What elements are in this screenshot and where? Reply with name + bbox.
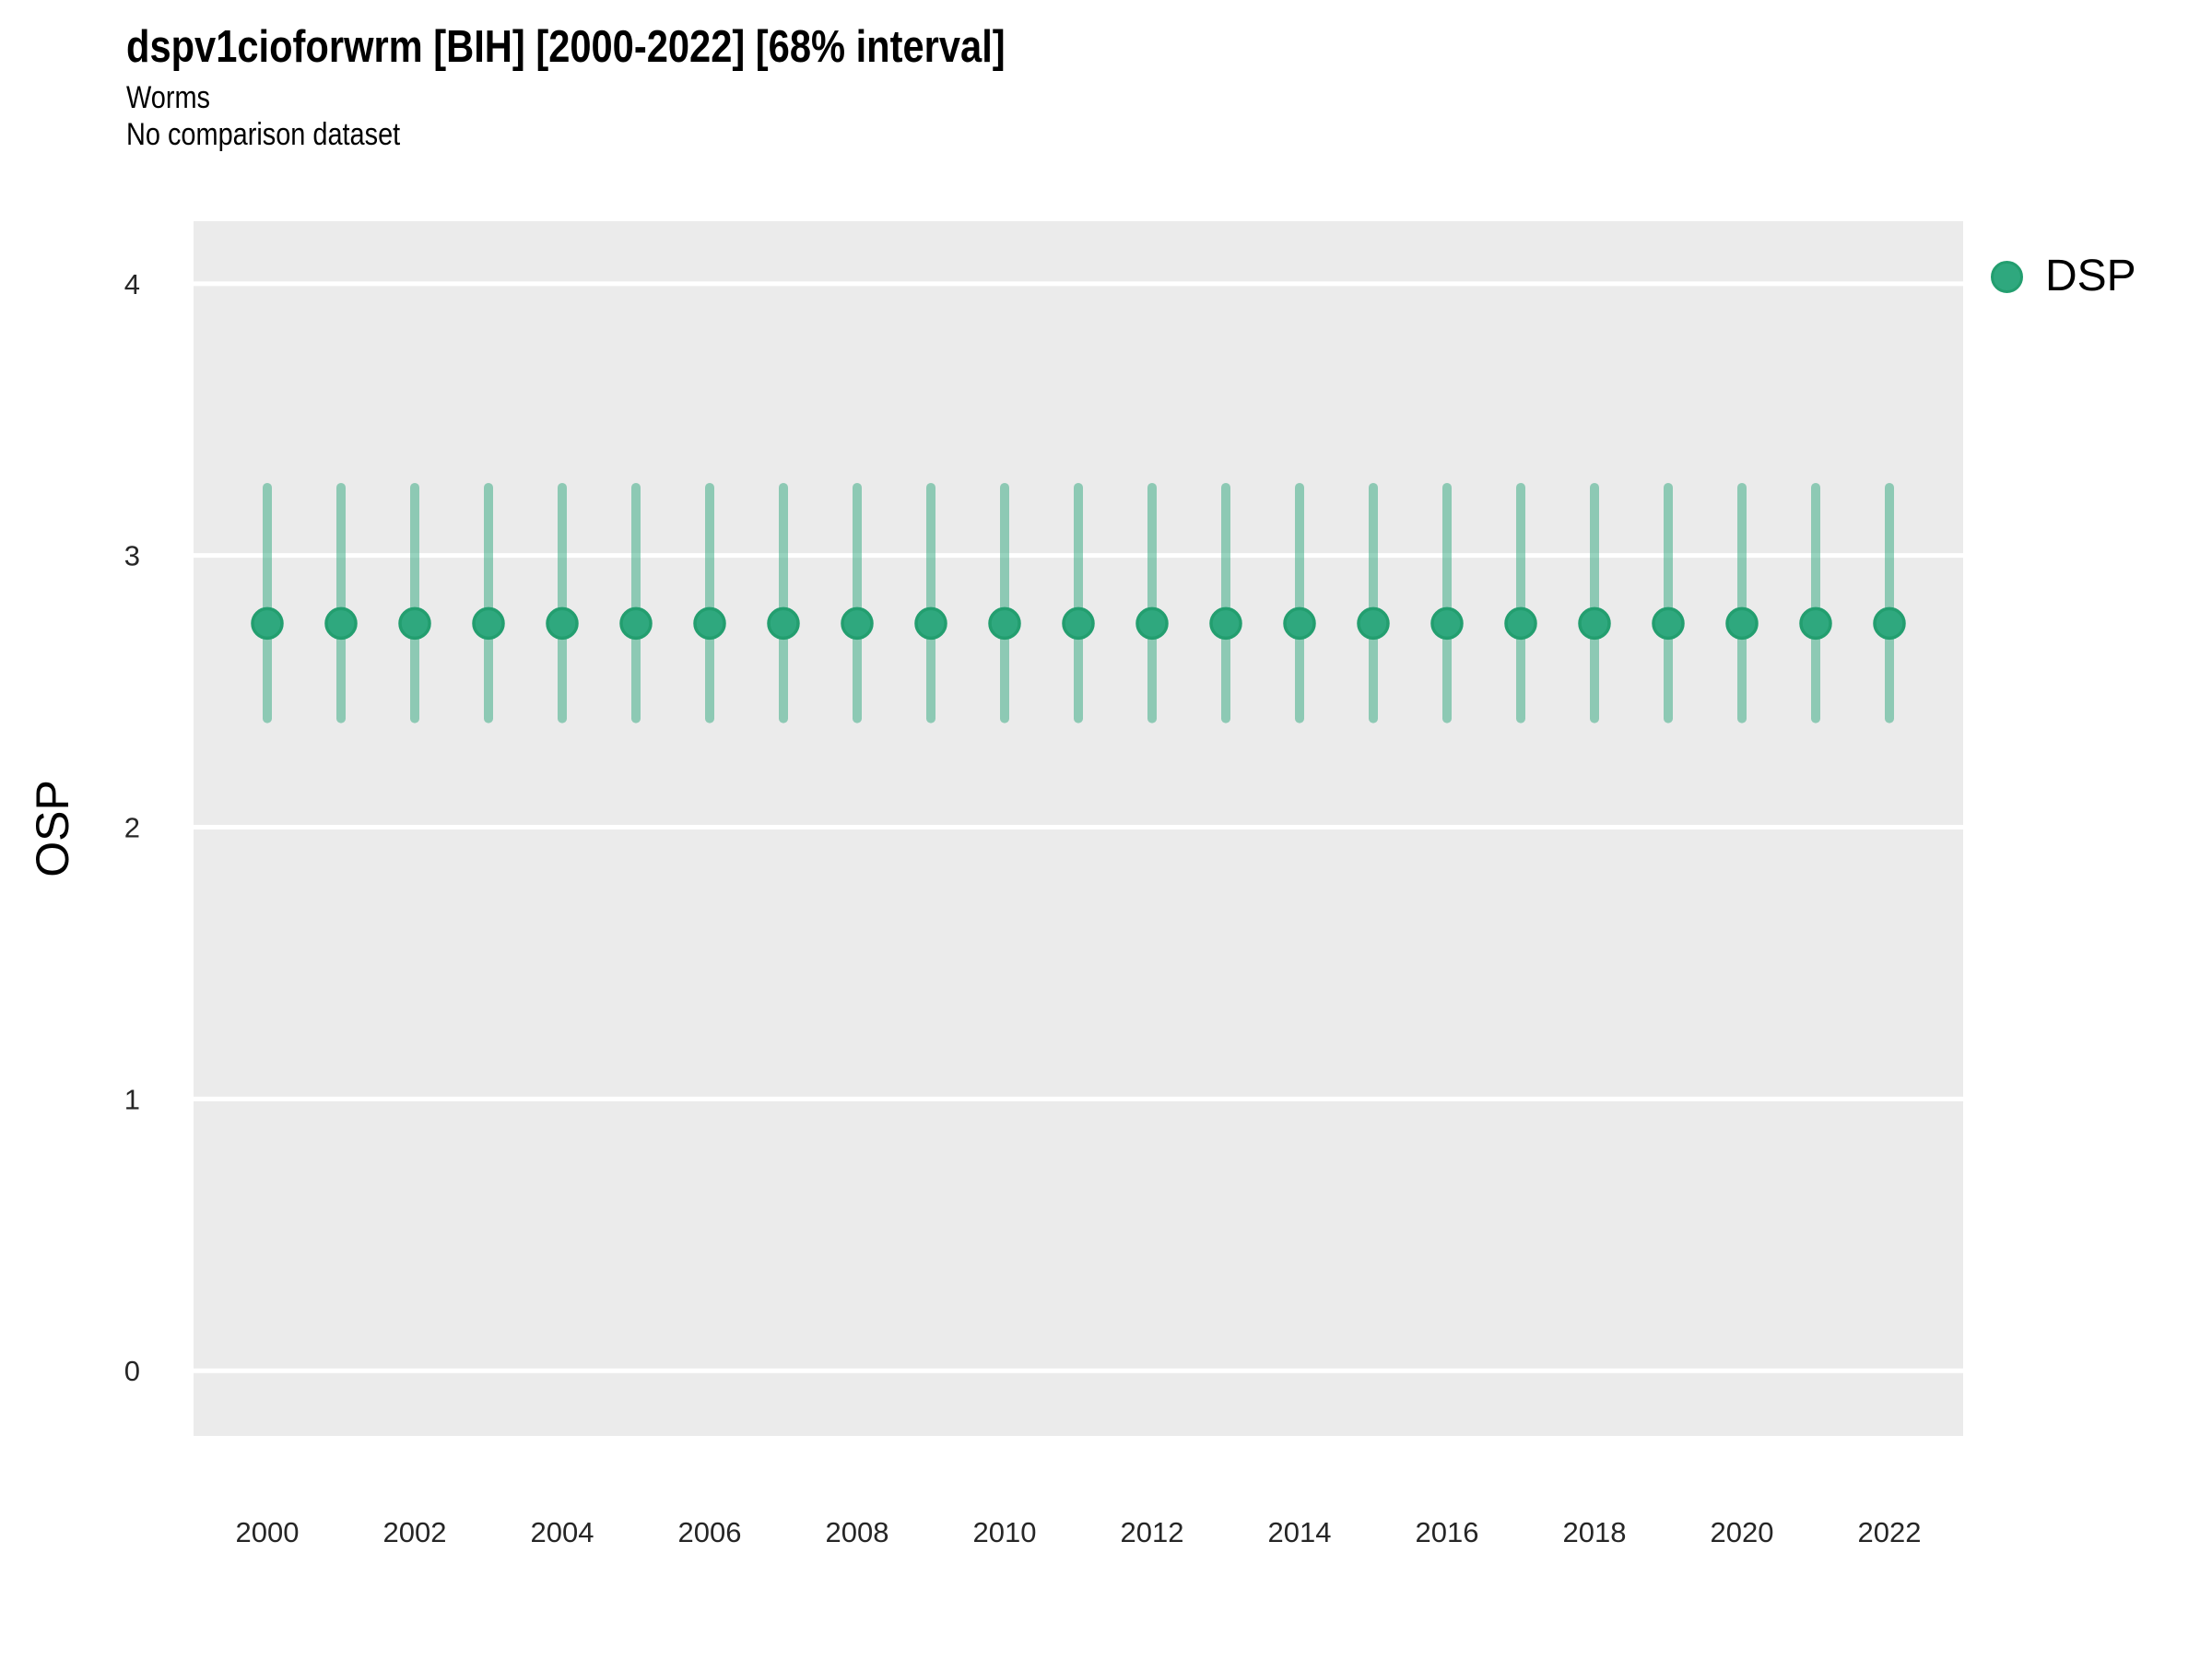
y-tick-label-4: 4: [124, 268, 140, 300]
data-point-2018: [1578, 606, 1611, 641]
x-tick-label-2002: 2002: [383, 1516, 447, 1548]
data-point-2003: [472, 606, 505, 641]
data-point-2008: [841, 606, 874, 641]
data-point-2021: [1799, 606, 1832, 641]
legend: DSP: [1991, 254, 2136, 299]
y-tick-label-2: 2: [124, 812, 140, 844]
x-tick-label-2010: 2010: [973, 1516, 1037, 1548]
data-point-2017: [1504, 606, 1537, 641]
data-point-2010: [988, 606, 1021, 641]
data-point-2011: [1062, 606, 1095, 641]
data-point-2002: [398, 606, 431, 641]
data-point-2014: [1283, 606, 1316, 641]
data-point-2000: [251, 606, 284, 641]
data-point-2004: [546, 606, 579, 641]
data-point-2019: [1652, 606, 1685, 641]
y-tick-label-0: 0: [124, 1355, 140, 1387]
y-tick-label-1: 1: [124, 1083, 140, 1115]
x-tick-label-2020: 2020: [1711, 1516, 1774, 1548]
data-point-2020: [1725, 606, 1759, 641]
x-tick-label-2008: 2008: [826, 1516, 889, 1548]
data-point-2005: [619, 606, 653, 641]
data-point-2022: [1873, 606, 1906, 641]
chart-header: dspv1cioforwrm [BIH] [2000-2022] [68% in…: [126, 22, 1006, 153]
y-tick-label-3: 3: [124, 540, 140, 572]
data-point-2012: [1135, 606, 1169, 641]
x-tick-label-2006: 2006: [678, 1516, 742, 1548]
legend-point-marker-icon: [1991, 260, 2023, 293]
legend-item-label: DSP: [2045, 252, 2136, 300]
chart-title: dspv1cioforwrm [BIH] [2000-2022] [68% in…: [126, 22, 1006, 72]
x-tick-label-2000: 2000: [236, 1516, 300, 1548]
data-point-2009: [914, 606, 947, 641]
data-point-2006: [693, 606, 726, 641]
x-tick-label-2018: 2018: [1563, 1516, 1627, 1548]
x-tick-label-2014: 2014: [1268, 1516, 1332, 1548]
data-point-2007: [767, 606, 800, 641]
x-tick-label-2016: 2016: [1416, 1516, 1479, 1548]
data-point-2015: [1357, 606, 1390, 641]
y-axis-title: OSP: [27, 780, 78, 877]
chart-subtitle: Worms: [126, 80, 210, 115]
data-point-2016: [1430, 606, 1464, 641]
data-point-2013: [1209, 606, 1242, 641]
x-tick-label-2012: 2012: [1121, 1516, 1184, 1548]
data-point-2001: [324, 606, 358, 641]
chart-note: No comparison dataset: [126, 117, 401, 152]
x-tick-label-2004: 2004: [531, 1516, 594, 1548]
x-tick-label-2022: 2022: [1858, 1516, 1922, 1548]
